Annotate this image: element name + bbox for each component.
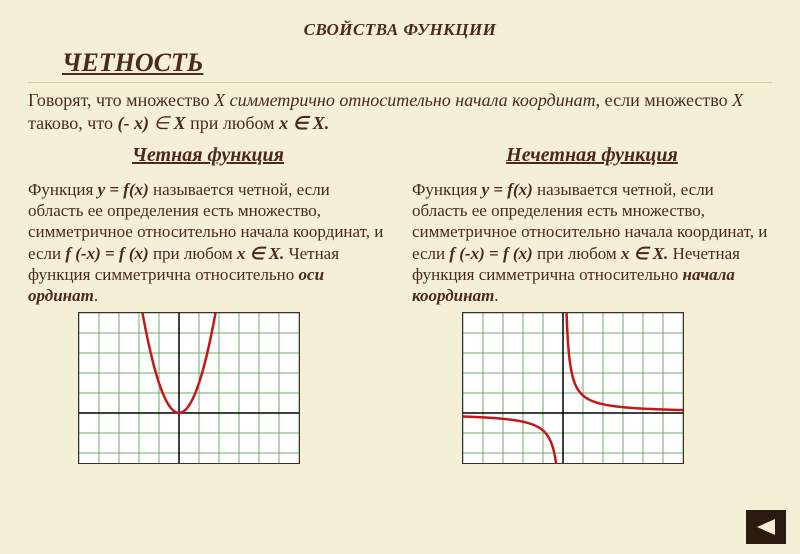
page-super-title: СВОЙСТВА ФУНКЦИИ bbox=[28, 20, 772, 40]
odd-body: Функция y = f(x) называется четной, если… bbox=[412, 179, 772, 307]
back-button[interactable] bbox=[746, 510, 786, 544]
section-title: ЧЕТНОСТЬ bbox=[62, 48, 772, 78]
odd-chart bbox=[462, 312, 772, 464]
column-even: Четная функция Функция y = f(x) называет… bbox=[28, 140, 388, 465]
divider bbox=[28, 82, 772, 83]
intro-text: Говорят, что множество X симметрично отн… bbox=[28, 89, 772, 136]
column-odd: Нечетная функция Функция y = f(x) называ… bbox=[412, 140, 772, 465]
even-title: Четная функция bbox=[28, 144, 388, 167]
odd-chart-svg bbox=[462, 312, 684, 464]
even-chart-svg bbox=[78, 312, 300, 464]
triangle-left-icon bbox=[755, 518, 777, 536]
even-chart bbox=[78, 312, 388, 464]
even-body: Функция y = f(x) называется четной, если… bbox=[28, 179, 388, 307]
odd-title: Нечетная функция bbox=[412, 144, 772, 167]
